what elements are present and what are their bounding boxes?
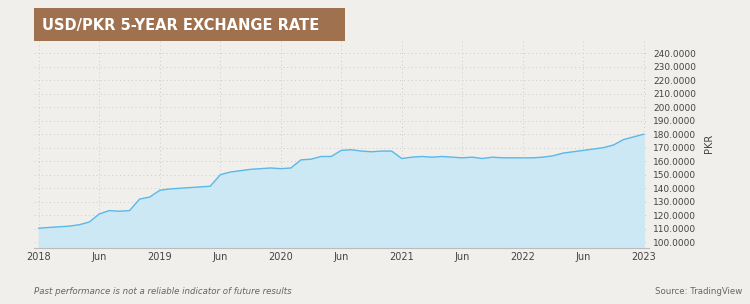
Text: Source: TradingView: Source: TradingView bbox=[656, 287, 742, 296]
Y-axis label: PKR: PKR bbox=[704, 134, 714, 153]
Text: USD/PKR 5-YEAR EXCHANGE RATE: USD/PKR 5-YEAR EXCHANGE RATE bbox=[41, 18, 319, 33]
Text: Past performance is not a reliable indicator of future results: Past performance is not a reliable indic… bbox=[34, 287, 291, 296]
